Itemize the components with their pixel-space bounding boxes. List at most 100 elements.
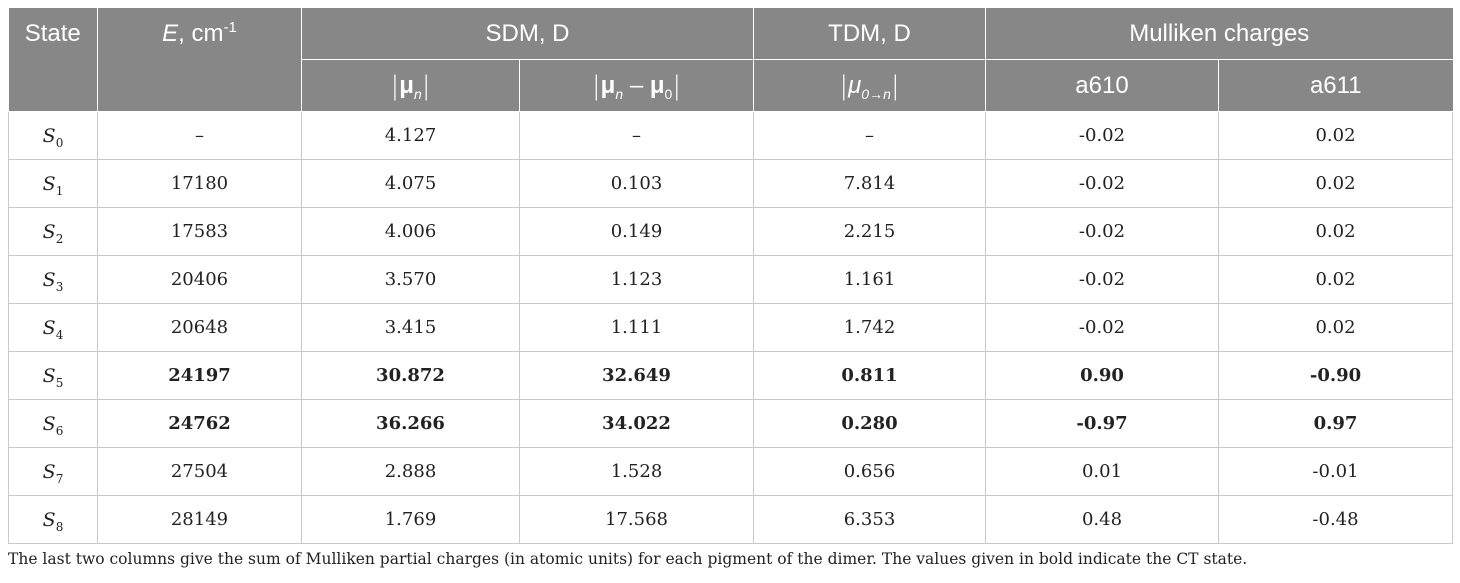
header-mulliken: Mulliken charges: [985, 8, 1453, 60]
cell-energy: 27504: [97, 447, 302, 496]
cell-a610: 0.48: [985, 495, 1219, 544]
cell-tdm: 7.814: [753, 159, 986, 208]
cell-a611: 0.02: [1218, 207, 1453, 256]
state-symbol: S: [42, 268, 56, 291]
cell-mu-diff: 1.123: [519, 255, 754, 304]
header-mu-diff: |μn – μ0|: [519, 59, 754, 112]
cell-mu-n: 4.075: [301, 159, 520, 208]
header-mu-diff-sub1: n: [615, 85, 624, 102]
cell-tdm: 0.811: [753, 351, 986, 400]
cell-energy: 17180: [97, 159, 302, 208]
cell-mu-diff: 1.111: [519, 303, 754, 352]
cell-a610: -0.02: [985, 111, 1219, 160]
header-tdm-sub-index: 0→n: [861, 85, 891, 102]
header-tdm-sub: |μ0→n|: [753, 59, 986, 112]
table-row: S8 28149 1.769 17.568 6.353 0.48 -0.48: [8, 495, 1453, 544]
cell-a611: 0.97: [1218, 399, 1453, 448]
cell-a611: -0.48: [1218, 495, 1453, 544]
header-energy: E, cm-1: [97, 8, 302, 112]
cell-a611: -0.01: [1218, 447, 1453, 496]
cell-tdm: 2.215: [753, 207, 986, 256]
header-row-sub: |μn| |μn – μ0| |μ0→n| a610 a611: [9, 59, 1453, 112]
cell-state: S7: [8, 447, 98, 496]
cell-mu-diff: 0.103: [519, 159, 754, 208]
header-sdm: SDM, D: [301, 8, 754, 60]
cell-tdm: 0.280: [753, 399, 986, 448]
cell-a610: 0.01: [985, 447, 1219, 496]
cell-energy: 28149: [97, 495, 302, 544]
cell-a610: -0.02: [985, 255, 1219, 304]
cell-tdm: 1.742: [753, 303, 986, 352]
cell-a611: 0.02: [1218, 255, 1453, 304]
cell-a611: -0.90: [1218, 351, 1453, 400]
cell-a610: 0.90: [985, 351, 1219, 400]
state-index: 7: [55, 471, 64, 486]
cell-mu-n: 4.006: [301, 207, 520, 256]
cell-state: S1: [8, 159, 98, 208]
table-row: S2 17583 4.006 0.149 2.215 -0.02 0.02: [8, 207, 1453, 256]
table-row: S4 20648 3.415 1.111 1.742 -0.02 0.02: [8, 303, 1453, 352]
table-row: S6 24762 36.266 34.022 0.280 -0.97 0.97: [8, 399, 1453, 448]
state-index: 3: [55, 279, 64, 294]
cell-tdm: 1.161: [753, 255, 986, 304]
state-symbol: S: [42, 412, 56, 435]
cell-tdm: –: [753, 111, 986, 160]
cell-a611: 0.02: [1218, 159, 1453, 208]
header-mu-diff-symbol2: μ: [649, 71, 665, 99]
state-symbol: S: [42, 220, 56, 243]
cell-energy: 24762: [97, 399, 302, 448]
cell-a610: -0.02: [985, 159, 1219, 208]
state-index: 5: [55, 375, 64, 390]
state-symbol: S: [42, 172, 56, 195]
header-tdm: TDM, D: [753, 8, 986, 60]
state-index: 0: [55, 135, 64, 150]
cell-energy: 20648: [97, 303, 302, 352]
table-footnote: The last two columns give the sum of Mul…: [8, 550, 1248, 568]
cell-mu-n: 3.570: [301, 255, 520, 304]
cell-mu-n: 2.888: [301, 447, 520, 496]
cell-mu-diff: 32.649: [519, 351, 754, 400]
header-mu-diff-minus: –: [623, 71, 650, 99]
state-symbol: S: [42, 508, 56, 531]
state-index: 6: [55, 423, 64, 438]
cell-energy: 24197: [97, 351, 302, 400]
cell-state: S5: [8, 351, 98, 400]
state-symbol: S: [42, 364, 56, 387]
header-row-top: State E, cm-1 SDM, D TDM, D Mulliken cha…: [8, 8, 1453, 112]
cell-state: S2: [8, 207, 98, 256]
cell-state: S4: [8, 303, 98, 352]
cell-tdm: 6.353: [753, 495, 986, 544]
table-body: S0–4.127– – -0.02 0.02 S1 17180 4.075 0.103 7.81…: [8, 111, 1453, 544]
header-mu-diff-sub2: 0: [664, 85, 673, 102]
table-row: S1 17180 4.075 0.103 7.814 -0.02 0.02: [8, 159, 1453, 208]
state-index: 4: [55, 327, 64, 342]
cell-mu-diff: 1.528: [519, 447, 754, 496]
header-state: State: [8, 8, 98, 112]
state-index: 8: [55, 519, 64, 534]
cell-mu-n: 30.872: [301, 351, 520, 400]
cell-mu-diff: 0.149: [519, 207, 754, 256]
header-a611: a611: [1218, 59, 1453, 112]
cell-mu-diff: 34.022: [519, 399, 754, 448]
results-table: State E, cm-1 SDM, D TDM, D Mulliken cha…: [8, 8, 1453, 544]
header-mu-diff-symbol1: μ: [600, 71, 616, 99]
cell-state: S6: [8, 399, 98, 448]
table-row: S7 27504 2.888 1.528 0.656 0.01 -0.01: [8, 447, 1453, 496]
header-tdm-symbol: μ: [848, 71, 862, 99]
cell-mu-n: 1.769: [301, 495, 520, 544]
cell-mu-n: 3.415: [301, 303, 520, 352]
header-a610: a610: [985, 59, 1219, 112]
cell-a611: 0.02: [1218, 111, 1453, 160]
header-energy-symbol: E: [162, 20, 179, 47]
cell-a610: -0.97: [985, 399, 1219, 448]
cell-a610: -0.02: [985, 303, 1219, 352]
header-mu-n-symbol: μ: [399, 71, 414, 99]
cell-energy: 20406: [97, 255, 302, 304]
cell-a610: -0.02: [985, 207, 1219, 256]
table-container: State E, cm-1 SDM, D TDM, D Mulliken cha…: [8, 8, 1453, 568]
header-mu-n: |μn|: [301, 59, 520, 112]
header-energy-exp: -1: [223, 19, 237, 36]
cell-state: S0: [8, 111, 98, 160]
table-row: S5 24197 30.872 32.649 0.811 0.90 -0.90: [8, 351, 1453, 400]
state-symbol: S: [42, 460, 56, 483]
